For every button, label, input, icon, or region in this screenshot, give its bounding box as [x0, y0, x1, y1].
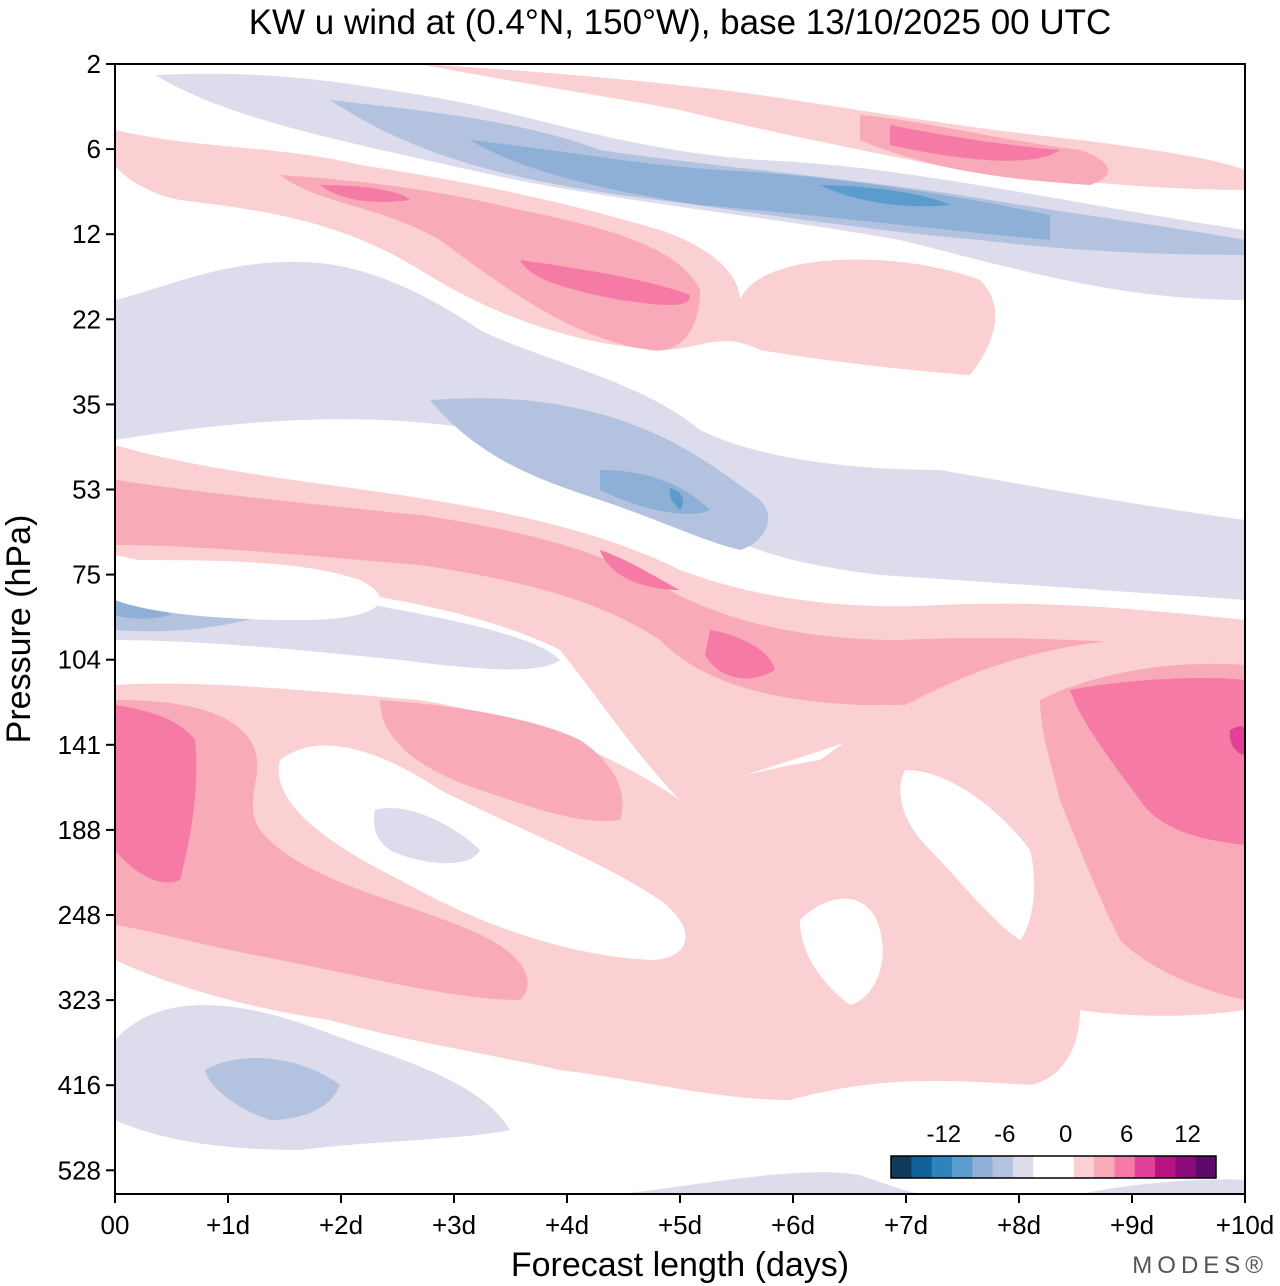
colorbar-swatch	[1012, 1156, 1034, 1178]
contour-fills	[115, 64, 1245, 1194]
contour-low-neg1	[373, 808, 480, 864]
x-tick-label: +1d	[206, 1210, 250, 1240]
colorbar-swatch	[891, 1156, 912, 1178]
y-tick-label: 416	[58, 1070, 101, 1100]
contour-mid-pos2	[115, 480, 1245, 705]
contour-low-pos3	[115, 705, 197, 883]
contour-low-pos2b	[380, 700, 623, 821]
colorbar-swatch	[1033, 1156, 1054, 1178]
plot-area	[114, 63, 1246, 1195]
x-tick-label: +7d	[884, 1210, 928, 1240]
contour-hole3	[800, 898, 883, 1005]
contour-mid-pos3	[600, 550, 680, 590]
contour-low-neg5	[1080, 1179, 1245, 1194]
y-tick-label: 75	[72, 560, 101, 590]
contour-band-pos3c	[890, 125, 1060, 161]
x-tick-label: +5d	[658, 1210, 702, 1240]
chart-title: KW u wind at (0.4°N, 150°W), base 13/10/…	[249, 3, 1112, 42]
x-tick-label: +2d	[319, 1210, 363, 1240]
y-tick-label: 2	[87, 49, 101, 79]
y-tick-label: 248	[58, 900, 101, 930]
x-axis-label: Forecast length (days)	[511, 1246, 849, 1284]
x-tick-label: +4d	[545, 1210, 589, 1240]
x-axis: 00 +1d +2d +3d +4d +5d +6d +7d +8d +9d +10d	[101, 1194, 1275, 1240]
contour-low-neg3	[205, 1058, 340, 1120]
x-tick-label: +3d	[432, 1210, 476, 1240]
colorbar-swatch	[1114, 1156, 1136, 1178]
modes-logo: MODES®	[1132, 1252, 1268, 1279]
colorbar: -12 -6 0 6 12	[890, 1121, 1217, 1179]
y-tick-label: 35	[72, 389, 101, 419]
y-tick-label: 22	[72, 304, 101, 334]
x-tick-label: +10d	[1216, 1210, 1275, 1240]
y-tick-label: 104	[58, 645, 101, 675]
x-tick-label: +8d	[997, 1210, 1041, 1240]
y-tick-label: 53	[72, 475, 101, 505]
colorbar-swatch	[951, 1156, 973, 1178]
y-tick-label: 188	[58, 815, 101, 845]
colorbar-swatch	[1094, 1156, 1115, 1178]
x-tick-label: 00	[101, 1210, 130, 1240]
colorbar-swatch	[931, 1156, 953, 1178]
colorbar-tick-label: 6	[1120, 1121, 1133, 1148]
contour-band-neg3	[470, 140, 1050, 240]
x-tick-label: +9d	[1110, 1210, 1154, 1240]
contour-mid-pos3b	[705, 630, 775, 679]
y-tick-label: 323	[58, 985, 101, 1015]
contour-low-pos3b	[1070, 678, 1245, 845]
contour-band-pos3b	[320, 185, 410, 202]
contour-low-pos4	[1229, 726, 1245, 755]
contour-mid-neg1	[115, 261, 1245, 600]
colorbar-swatch	[972, 1156, 994, 1178]
colorbar-tick-label: 0	[1059, 1121, 1072, 1148]
colorbar-swatch	[1175, 1156, 1197, 1178]
contour-low-neg4	[620, 1172, 920, 1194]
colorbar-swatch	[1073, 1156, 1095, 1178]
y-tick-label: 528	[58, 1155, 101, 1185]
contour-hole2	[900, 770, 1035, 940]
contour-band-neg4	[820, 185, 950, 207]
colorbar-frame	[890, 1155, 1217, 1179]
colorbar-swatch	[992, 1156, 1014, 1178]
y-axis: 2 6 12 22 35 53 75 104 141 188 248 323 416 528	[58, 49, 115, 1185]
y-tick-label: 141	[58, 730, 101, 760]
colorbar-swatch	[1155, 1156, 1176, 1178]
y-tick-label: 6	[87, 134, 101, 164]
colorbar-tick-label: -12	[926, 1121, 961, 1148]
contour-low-pos1	[115, 640, 1245, 1100]
colorbar-swatch	[1053, 1156, 1075, 1178]
colorbar-swatch	[1134, 1156, 1156, 1178]
y-axis-label: Pressure (hPa)	[0, 515, 38, 744]
colorbar-swatch	[1195, 1156, 1217, 1178]
colorbar-tick-label: 12	[1174, 1121, 1201, 1148]
x-tick-label: +6d	[771, 1210, 815, 1240]
contour-hole1	[278, 745, 686, 960]
colorbar-swatch	[911, 1156, 933, 1178]
colorbar-tick-label: -6	[994, 1121, 1015, 1148]
y-tick-label: 12	[72, 219, 101, 249]
contour-mid-neg4	[669, 488, 684, 510]
contour-hole4	[115, 560, 380, 620]
contour-band-pos2	[280, 175, 700, 351]
contour-low-pos2	[115, 700, 528, 1000]
contour-band-pos3	[520, 260, 690, 305]
